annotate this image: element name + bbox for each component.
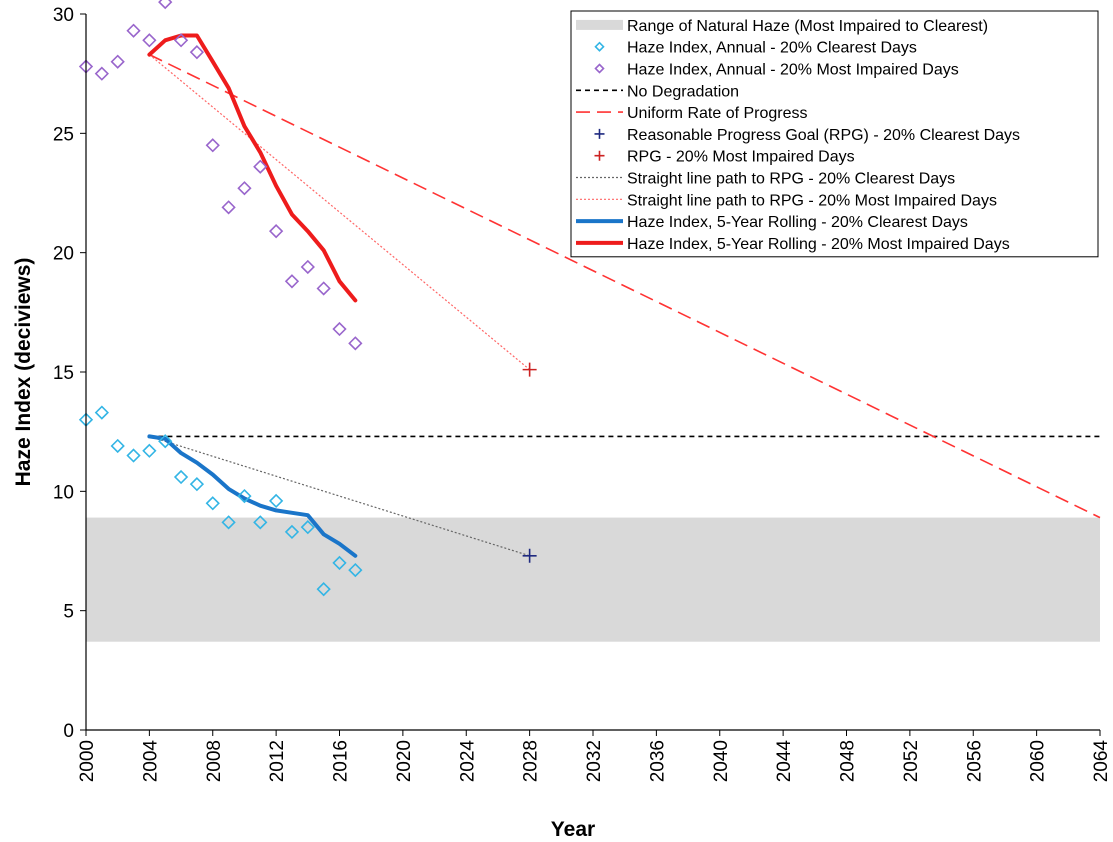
x-tick-label: 2036: [647, 740, 668, 782]
legend: Range of Natural Haze (Most Impaired to …: [570, 10, 1099, 258]
data-point-0-9: [221, 515, 236, 530]
legend-swatch-band: [576, 19, 623, 30]
data-point-0-2: [110, 438, 125, 454]
data-point-0-17: [348, 562, 363, 578]
data-point-0-14: [300, 520, 315, 535]
data-point-1-16: [332, 321, 347, 337]
legend-swatch-plus: [594, 128, 605, 139]
x-tick-label: 2048: [838, 740, 859, 782]
data-point-0-1: [94, 405, 109, 420]
legend-label: Uniform Rate of Progress: [627, 105, 808, 122]
data-point-0-3: [126, 448, 141, 463]
data-point-1-5: [158, 0, 173, 10]
data-point-0-4: [142, 443, 157, 458]
x-tick-label: 2064: [1091, 740, 1112, 783]
y-tick-label: 30: [53, 5, 74, 26]
x-tick-label: 2056: [964, 740, 985, 782]
legend-label: Reasonable Progress Goal (RPG) - 20% Cle…: [627, 127, 1020, 144]
data-point-0-12: [268, 493, 284, 509]
data-point-0-16: [332, 555, 347, 571]
legend-label: RPG - 20% Most Impaired Days: [627, 149, 855, 166]
data-point-1-17: [348, 336, 363, 351]
data-point-1-1: [94, 66, 109, 81]
data-point-0-15: [316, 582, 331, 597]
data-point-1-6: [173, 33, 189, 48]
x-tick-label: 2028: [521, 740, 542, 782]
data-point-1-2: [110, 54, 125, 69]
series-line-8: [147, 434, 358, 558]
data-point-0-6: [173, 469, 189, 485]
data-point-1-15: [316, 281, 331, 296]
natural-haze-band: [86, 517, 1100, 642]
y-tick-label: 15: [53, 363, 74, 384]
legend-box: [570, 10, 1099, 258]
y-tick-label: 0: [63, 721, 74, 742]
data-point-1-11: [253, 159, 268, 174]
x-tick-label: 2004: [140, 740, 161, 783]
x-tick-label: 2008: [204, 740, 225, 782]
data-point-0-5: [158, 434, 173, 449]
legend-label: Straight line path to RPG - 20% Most Imp…: [627, 192, 997, 209]
legend-label: No Degradation: [627, 83, 739, 100]
y-tick-label: 10: [53, 482, 74, 503]
legend-label: Haze Index, Annual - 20% Clearest Days: [627, 40, 917, 57]
y-tick-label: 5: [63, 602, 74, 623]
legend-label: Range of Natural Haze (Most Impaired to …: [627, 18, 988, 35]
x-tick-label: 2060: [1028, 740, 1049, 782]
legend-swatch-diamond: [594, 63, 605, 74]
data-point-1-10: [237, 181, 252, 196]
x-tick-label: 2016: [331, 740, 352, 782]
plot-area: [78, 0, 1101, 642]
legend-swatch-plus: [594, 150, 605, 161]
data-point-1-9: [221, 200, 236, 215]
x-tick-label: 2000: [77, 740, 98, 782]
y-tick-label: 20: [53, 244, 74, 265]
series-line-3: [149, 53, 1101, 519]
x-tick-label: 2052: [901, 740, 922, 782]
legend-label: Haze Index, 5-Year Rolling - 20% Most Im…: [627, 236, 1010, 253]
x-tick-label: 2044: [774, 740, 795, 783]
series-line-6: [149, 435, 530, 557]
data-point-1-12: [268, 224, 284, 239]
series-line-9: [147, 33, 358, 303]
data-point-1-7: [189, 45, 205, 60]
data-point-0-8: [205, 496, 220, 511]
axes: 0 5 10 15 20 25 30 2000 2004 2008 2012 2016 2020 2024…: [12, 5, 1112, 841]
data-point-0-11: [253, 515, 268, 530]
legend-label: Haze Index, 5-Year Rolling - 20% Cleares…: [627, 214, 968, 231]
rpg-marker-4: [522, 548, 537, 563]
legend-label: Straight line path to RPG - 20% Clearest…: [627, 171, 955, 188]
x-axis-title: Year: [551, 818, 595, 841]
data-point-1-13: [284, 274, 300, 289]
x-tick-label: 2024: [457, 740, 478, 783]
data-point-0-10: [237, 488, 252, 504]
legend-label: Haze Index, Annual - 20% Most Impaired D…: [627, 62, 959, 79]
data-point-1-3: [126, 23, 141, 38]
data-point-1-14: [300, 259, 315, 275]
x-tick-label: 2032: [584, 740, 605, 782]
data-point-0-13: [284, 524, 300, 540]
y-axis-title: Haze Index (deciviews): [12, 258, 35, 487]
data-point-0-7: [189, 477, 205, 492]
data-point-1-4: [142, 33, 157, 48]
data-point-1-8: [205, 138, 220, 153]
legend-swatch-diamond: [594, 41, 605, 52]
y-tick-label: 25: [53, 124, 74, 145]
x-tick-label: 2040: [711, 740, 732, 782]
x-tick-label: 2012: [267, 740, 288, 782]
x-tick-label: 2020: [394, 740, 415, 782]
rpg-marker-5: [522, 362, 537, 377]
